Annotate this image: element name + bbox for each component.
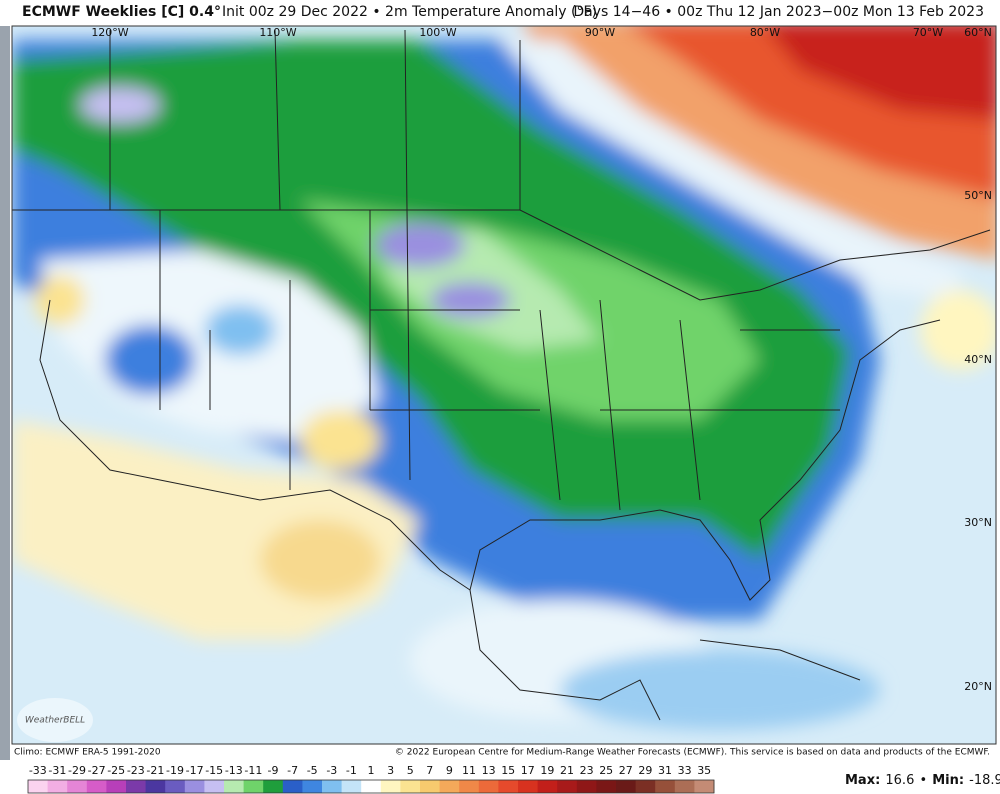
valid-time: Days 14−46 • 00z Thu 12 Jan 2023−00z Mon… xyxy=(573,4,984,20)
latitude-label: 20°N xyxy=(964,680,992,693)
colorbar-segment xyxy=(380,780,401,793)
colorbar-segment xyxy=(655,780,676,793)
colorbar-label: 25 xyxy=(599,764,613,777)
colorbar-label: -15 xyxy=(205,764,223,777)
colorbar-label: 5 xyxy=(407,764,414,777)
longitude-label: 120°W xyxy=(91,26,128,39)
credit-note: © 2022 European Centre for Medium-Range … xyxy=(395,748,990,758)
colorbar-segment xyxy=(224,780,245,793)
colorbar-segment xyxy=(478,780,499,793)
longitude-label: 110°W xyxy=(259,26,296,39)
colorbar-label: -33 xyxy=(29,764,47,777)
latitude-label: 50°N xyxy=(964,189,992,202)
colorbar-label: -5 xyxy=(307,764,318,777)
colorbar-segment xyxy=(400,780,421,793)
colorbar-segment xyxy=(616,780,637,793)
min-label: Min: xyxy=(932,773,964,788)
colorbar-segment xyxy=(459,780,480,793)
colorbar-segment xyxy=(86,780,107,793)
colorbar-label: 33 xyxy=(678,764,692,777)
longitude-label: 70°W xyxy=(913,26,943,39)
colorbar-label: 19 xyxy=(540,764,554,777)
colorbar-segment xyxy=(518,780,539,793)
colorbar-label: 23 xyxy=(580,764,594,777)
colorbar-segment xyxy=(263,780,284,793)
colorbar-label: 15 xyxy=(501,764,515,777)
colorbar-label: 17 xyxy=(521,764,535,777)
colorbar-label: -13 xyxy=(225,764,243,777)
left-strip xyxy=(0,26,10,760)
colorbar-frame xyxy=(27,779,715,794)
climo-note: Climo: ECMWF ERA-5 1991-2020 xyxy=(14,748,161,758)
colorbar: -33 -31 -29 -27 -25 -23 -21 -19 -17 -15 -13 -11 -9 -7… xyxy=(27,764,715,794)
colorbar-label: 1 xyxy=(368,764,375,777)
colorbar-segment xyxy=(635,780,656,793)
longitude-label: 100°W xyxy=(419,26,456,39)
colorbar-segment xyxy=(184,780,205,793)
colorbar-label: 27 xyxy=(619,764,633,777)
colorbar-label: -7 xyxy=(287,764,298,777)
min-value: -18.9 xyxy=(969,773,1000,788)
colorbar-label: 9 xyxy=(446,764,453,777)
colorbar-label: 21 xyxy=(560,764,574,777)
longitude-label: 60°N xyxy=(964,26,992,39)
colorbar-label: 3 xyxy=(387,764,394,777)
latitude-label: 30°N xyxy=(964,516,992,529)
colorbar-label: -23 xyxy=(127,764,145,777)
colorbar-segment xyxy=(47,780,68,793)
max-label: Max: xyxy=(845,773,880,788)
colorbar-segment xyxy=(106,780,127,793)
colorbar-label: -27 xyxy=(88,764,106,777)
colorbar-segment xyxy=(420,780,441,793)
colorbar-segment xyxy=(145,780,166,793)
colorbar-segment xyxy=(28,780,49,793)
colorbar-segment xyxy=(243,780,264,793)
colorbar-label: 13 xyxy=(482,764,496,777)
colorbar-segment xyxy=(596,780,617,793)
colorbar-label: -21 xyxy=(146,764,164,777)
colorbar-label: 11 xyxy=(462,764,476,777)
colorbar-segment xyxy=(165,780,186,793)
colorbar-segment xyxy=(361,780,382,793)
colorbar-label: -3 xyxy=(326,764,337,777)
logo: WeatherBELL xyxy=(25,716,85,726)
stats: Max: 16.6 • Min: -18.9 xyxy=(845,770,1000,789)
separator: • xyxy=(919,773,927,788)
colorbar-segment xyxy=(341,780,362,793)
colorbar-segment xyxy=(576,780,597,793)
colorbar-segment xyxy=(204,780,225,793)
colorbar-segment xyxy=(674,780,695,793)
colorbar-segment xyxy=(537,780,558,793)
colorbar-label: 35 xyxy=(697,764,711,777)
longitude-label: 90°W xyxy=(585,26,615,39)
colorbar-label: -19 xyxy=(166,764,184,777)
latitude-label: 40°N xyxy=(964,353,992,366)
longitude-label: 80°W xyxy=(750,26,780,39)
title: ECMWF Weeklies [C] 0.4° xyxy=(22,4,221,20)
colorbar-segment xyxy=(302,780,323,793)
colorbar-label: -31 xyxy=(48,764,66,777)
colorbar-label: -17 xyxy=(186,764,204,777)
max-value: 16.6 xyxy=(885,773,914,788)
colorbar-segment xyxy=(498,780,519,793)
colorbar-segment xyxy=(282,780,303,793)
colorbar-label: -1 xyxy=(346,764,357,777)
colorbar-label: 29 xyxy=(638,764,652,777)
colorbar-label: -29 xyxy=(68,764,86,777)
map-frame xyxy=(11,25,997,745)
subtitle: Init 00z 29 Dec 2022 • 2m Temperature An… xyxy=(222,4,597,20)
colorbar-label: -9 xyxy=(268,764,279,777)
colorbar-label: 7 xyxy=(426,764,433,777)
colorbar-segment xyxy=(126,780,147,793)
colorbar-segment xyxy=(557,780,578,793)
colorbar-segment xyxy=(439,780,460,793)
colorbar-segment xyxy=(322,780,343,793)
colorbar-label: 31 xyxy=(658,764,672,777)
colorbar-segment xyxy=(694,780,715,793)
colorbar-segment xyxy=(67,780,88,793)
anomaly-map: WeatherBELL xyxy=(12,26,996,744)
colorbar-label: -25 xyxy=(107,764,125,777)
colorbar-label: -11 xyxy=(244,764,262,777)
